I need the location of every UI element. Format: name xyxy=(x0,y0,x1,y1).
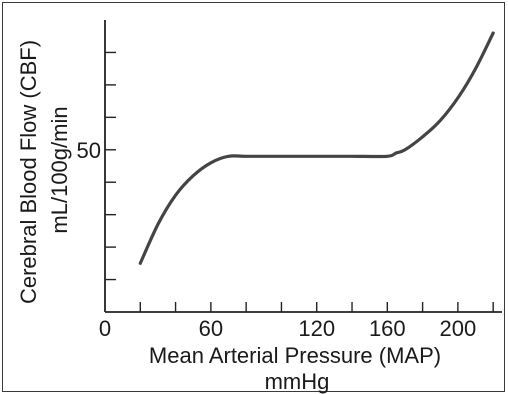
cbf-curve xyxy=(138,31,495,265)
x-axis-unit-label: mmHg xyxy=(265,369,330,394)
y-tick-labels: 50 xyxy=(77,138,101,163)
series-group xyxy=(138,31,495,265)
y-axis-unit-label: mL/100g/min xyxy=(47,106,72,233)
axes xyxy=(104,20,502,313)
x-tick-labels: 0 60 120 160 200 xyxy=(99,316,476,341)
x-axis-label: Mean Arterial Pressure (MAP) xyxy=(149,343,441,368)
x-tick-label: 120 xyxy=(298,316,335,341)
x-minor-ticks xyxy=(139,302,494,312)
y-tick-label: 50 xyxy=(77,138,101,163)
x-tick-label: 200 xyxy=(440,316,477,341)
y-minor-ticks xyxy=(105,51,116,281)
x-tick-label: 60 xyxy=(199,316,223,341)
y-axis-label: Cerebral Blood Flow (CBF) xyxy=(16,40,41,304)
x-tick-label: 160 xyxy=(369,316,406,341)
x-tick-label: 0 xyxy=(99,316,111,341)
